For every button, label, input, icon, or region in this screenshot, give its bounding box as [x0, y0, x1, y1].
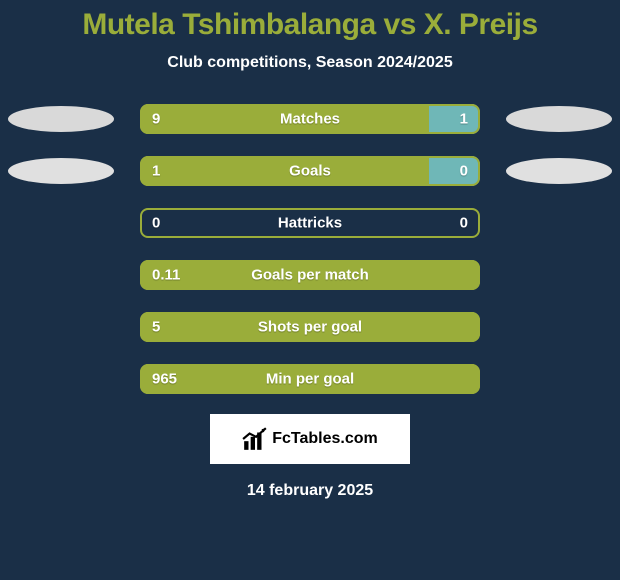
- player-right-marker: [506, 106, 612, 132]
- subtitle: Club competitions, Season 2024/2025: [167, 54, 452, 72]
- site-logo[interactable]: FcTables.com: [210, 414, 410, 464]
- stat-row: 0 0 Hattricks: [0, 208, 620, 238]
- player-right-marker: [506, 158, 612, 184]
- player-left-marker: [8, 158, 114, 184]
- stat-label: Hattricks: [278, 215, 342, 232]
- stat-bar: 0.11 Goals per match: [140, 260, 480, 290]
- stat-value-right: 0: [460, 215, 468, 232]
- stat-row: 5 Shots per goal: [0, 312, 620, 342]
- stat-value-left: 965: [152, 371, 177, 388]
- stat-row: 9 1 Matches: [0, 104, 620, 134]
- chart-icon: [242, 426, 268, 452]
- stat-value-left: 1: [152, 163, 160, 180]
- stat-bar: 9 1 Matches: [140, 104, 480, 134]
- logo-text: FcTables.com: [272, 430, 378, 448]
- stat-bar: 965 Min per goal: [140, 364, 480, 394]
- player-left-marker: [8, 106, 114, 132]
- stat-bar: 1 0 Goals: [140, 156, 480, 186]
- stat-value-left: 5: [152, 319, 160, 336]
- stat-bar: 5 Shots per goal: [140, 312, 480, 342]
- stat-row: 965 Min per goal: [0, 364, 620, 394]
- stat-value-left: 0.11: [152, 267, 180, 284]
- stat-value-right: 0: [460, 163, 468, 180]
- stat-value-right: 1: [460, 111, 468, 128]
- stat-label: Matches: [280, 111, 340, 128]
- stat-row: 0.11 Goals per match: [0, 260, 620, 290]
- stats-list: 9 1 Matches 1 0 Goals 0 0 Hattricks 0.11 Goals per…: [0, 104, 620, 394]
- stat-label: Goals: [289, 163, 331, 180]
- stat-row: 1 0 Goals: [0, 156, 620, 186]
- page-title: Mutela Tshimbalanga vs X. Preijs: [82, 8, 537, 42]
- stat-label: Min per goal: [266, 371, 354, 388]
- stat-label: Shots per goal: [258, 319, 362, 336]
- date-label: 14 february 2025: [247, 482, 373, 500]
- stat-bar: 0 0 Hattricks: [140, 208, 480, 238]
- stat-label: Goals per match: [251, 267, 369, 284]
- stat-value-left: 9: [152, 111, 160, 128]
- comparison-widget: Mutela Tshimbalanga vs X. Preijs Club co…: [0, 0, 620, 500]
- stat-value-left: 0: [152, 215, 160, 232]
